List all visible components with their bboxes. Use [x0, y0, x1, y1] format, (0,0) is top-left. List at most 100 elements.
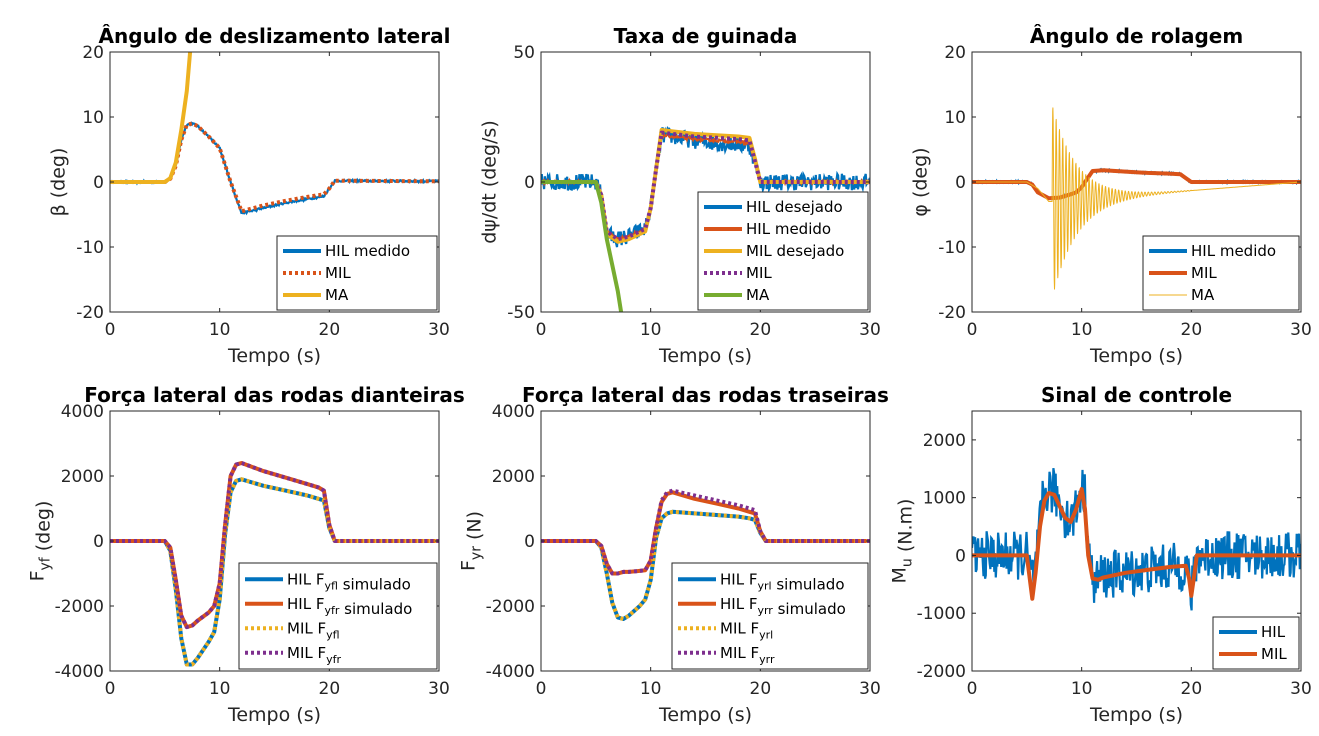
y-axis-label: Mu (N.m) — [889, 499, 917, 584]
y-tick-label: -20 — [76, 303, 104, 323]
x-tick-label: 20 — [319, 320, 341, 340]
y-tick-label: 4000 — [492, 402, 535, 422]
y-tick-label: 0 — [93, 173, 104, 193]
legend-entry: MIL — [746, 264, 772, 282]
legend-entry: MIL desejado — [746, 242, 844, 260]
legend-entry: MIL — [1191, 264, 1217, 282]
legend-entry: HIL medido — [325, 242, 410, 260]
axes-box — [971, 410, 1302, 672]
x-tick-label: 30 — [859, 679, 881, 699]
y-tick-label: 20 — [82, 43, 104, 63]
y-tick-label: -50 — [507, 303, 535, 323]
chart-title: Ângulo de rolagem — [1030, 24, 1243, 48]
y-tick-label: 4000 — [61, 402, 104, 422]
legend-entry: HIL Fyrr simulado — [720, 595, 846, 618]
series-line-mil-f-yrr — [541, 488, 870, 576]
legend-entry: HIL medido — [746, 220, 831, 238]
x-axis-label: Tempo (s) — [227, 345, 321, 367]
chart-panel-3: 0 10 20 30 -20 -10 0 10 20 Ângulo de rolagem Tempo… — [910, 24, 1312, 367]
x-tick-label: 30 — [1290, 679, 1312, 699]
x-tick-label: 10 — [209, 679, 231, 699]
series-line-mil-f-yrl — [541, 509, 870, 621]
x-tick-label: 30 — [859, 320, 881, 340]
chart-title: Ângulo de deslizamento lateral — [99, 24, 451, 48]
x-tick-label: 10 — [640, 679, 662, 699]
x-tick-label: 0 — [536, 679, 547, 699]
legend-entry: MIL Fyrl — [720, 619, 773, 641]
series-line-ma — [972, 107, 1301, 290]
legend-entry: MA — [325, 286, 349, 304]
y-tick-label: 0 — [955, 546, 966, 566]
legend-box — [1212, 616, 1300, 670]
y-tick-label: -2000 — [55, 597, 104, 617]
series-line-ma — [110, 52, 193, 184]
series-group — [972, 467, 1301, 611]
legend-entry: HIL Fyfl simulado — [287, 570, 411, 593]
legend-entry: MA — [1191, 286, 1215, 304]
x-tick-label: 30 — [1290, 320, 1312, 340]
chart-title: Taxa de guinada — [614, 24, 798, 48]
legend-entry: MA — [746, 286, 770, 304]
series-line-mil — [972, 487, 1301, 601]
x-tick-label: 10 — [640, 320, 662, 340]
y-tick-label: -10 — [938, 238, 966, 258]
y-tick-label: 0 — [524, 532, 535, 552]
y-tick-label: 1000 — [923, 489, 966, 509]
legend-entry: HIL Fyrl simulado — [720, 570, 845, 593]
x-tick-label: 20 — [1181, 679, 1203, 699]
x-axis-label: Tempo (s) — [658, 345, 752, 367]
x-axis-label: Tempo (s) — [1089, 704, 1183, 726]
y-tick-label: 0 — [955, 173, 966, 193]
y-tick-label: 20 — [944, 43, 966, 63]
series-line-ma — [541, 180, 624, 312]
y-axis-label: β (deg) — [48, 148, 70, 217]
x-tick-label: 20 — [750, 679, 772, 699]
x-tick-label: 10 — [1071, 320, 1093, 340]
legend-entry: HIL Fyfr simulado — [287, 595, 412, 618]
y-tick-label: -2000 — [486, 597, 535, 617]
x-tick-label: 10 — [209, 320, 231, 340]
x-axis-label: Tempo (s) — [658, 704, 752, 726]
legend-entry: HIL — [1261, 623, 1286, 641]
y-tick-label: -4000 — [486, 662, 535, 682]
legend-entry: MIL — [1261, 645, 1287, 663]
x-tick-label: 0 — [105, 679, 116, 699]
legend: HIL medido MIL MA — [1142, 235, 1300, 311]
y-tick-label: 2000 — [492, 467, 535, 487]
chart-panel-6: 0 10 20 30 -2000 -1000 0 1000 2000 Sinal de contr… — [889, 383, 1312, 726]
y-axis-label: Fyr (N) — [458, 511, 486, 571]
legend-entry: MIL Fyfl — [287, 619, 340, 641]
y-tick-label: 0 — [524, 173, 535, 193]
series-group — [541, 488, 870, 621]
x-tick-label: 0 — [967, 679, 978, 699]
y-tick-label: -1000 — [917, 604, 966, 624]
x-tick-label: 0 — [536, 320, 547, 340]
series-line-mil-f-yfl — [110, 477, 439, 667]
x-tick-label: 10 — [1071, 679, 1093, 699]
series-group — [541, 126, 870, 312]
y-tick-label: -10 — [76, 238, 104, 258]
y-tick-label: 10 — [944, 108, 966, 128]
legend-entry: MIL Fyrr — [720, 644, 775, 666]
legend: HIL MIL — [1212, 616, 1300, 670]
x-axis-label: Tempo (s) — [227, 704, 321, 726]
legend: HIL medido MIL MA — [276, 235, 438, 311]
y-tick-label: -20 — [938, 303, 966, 323]
x-tick-label: 30 — [428, 679, 450, 699]
y-axis-label: φ (deg) — [910, 147, 932, 216]
series-group — [110, 461, 439, 667]
x-axis-label: Tempo (s) — [1089, 345, 1183, 367]
chart-title: Força lateral das rodas traseiras — [522, 383, 889, 407]
x-tick-label: 20 — [319, 679, 341, 699]
chart-title: Sinal de controle — [1041, 383, 1232, 407]
y-tick-label: 2000 — [923, 431, 966, 451]
legend-entry: HIL desejado — [746, 198, 843, 216]
x-tick-label: 20 — [1181, 320, 1203, 340]
